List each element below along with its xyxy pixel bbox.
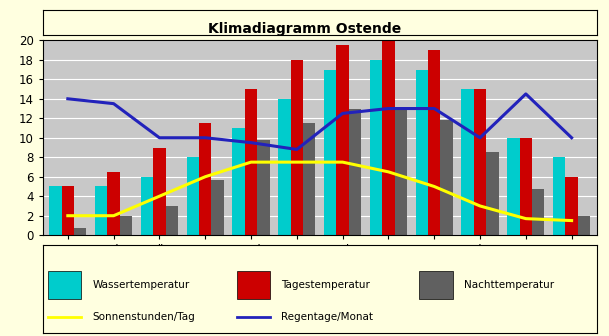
Bar <box>233 128 245 235</box>
Bar <box>211 180 224 235</box>
Bar <box>578 216 590 235</box>
Bar <box>303 123 315 235</box>
Bar <box>141 177 153 235</box>
Bar <box>166 206 178 235</box>
Bar <box>107 172 120 235</box>
Bar <box>257 140 270 235</box>
Bar <box>565 177 578 235</box>
Bar <box>324 70 336 235</box>
Bar <box>440 120 452 235</box>
Bar <box>382 40 395 235</box>
Text: Tagestemperatur: Tagestemperatur <box>281 280 370 290</box>
Bar <box>395 109 407 235</box>
Text: Klimadiagramm Ostende: Klimadiagramm Ostende <box>208 22 401 36</box>
Text: Wassertemperatur: Wassertemperatur <box>93 280 190 290</box>
Bar <box>49 186 62 235</box>
FancyBboxPatch shape <box>420 270 452 299</box>
Bar <box>519 138 532 235</box>
Text: Regentage/Monat: Regentage/Monat <box>281 312 373 322</box>
Bar <box>153 148 166 235</box>
Bar <box>553 157 565 235</box>
Text: Sonnenstunden/Tag: Sonnenstunden/Tag <box>93 312 195 322</box>
Bar <box>370 60 382 235</box>
Bar <box>245 89 257 235</box>
Bar <box>507 138 519 235</box>
Bar <box>290 60 303 235</box>
Bar <box>199 123 211 235</box>
Bar <box>474 89 486 235</box>
FancyBboxPatch shape <box>236 270 270 299</box>
Bar <box>95 186 107 235</box>
Bar <box>349 109 361 235</box>
Bar <box>462 89 474 235</box>
Bar <box>120 216 132 235</box>
FancyBboxPatch shape <box>48 270 82 299</box>
Bar <box>416 70 428 235</box>
Bar <box>187 157 199 235</box>
Bar <box>532 190 544 235</box>
Bar <box>278 99 290 235</box>
Bar <box>486 153 499 235</box>
Bar <box>62 186 74 235</box>
Bar <box>336 45 349 235</box>
Bar <box>428 50 440 235</box>
Bar <box>74 228 86 235</box>
Text: Nachttemperatur: Nachttemperatur <box>464 280 554 290</box>
